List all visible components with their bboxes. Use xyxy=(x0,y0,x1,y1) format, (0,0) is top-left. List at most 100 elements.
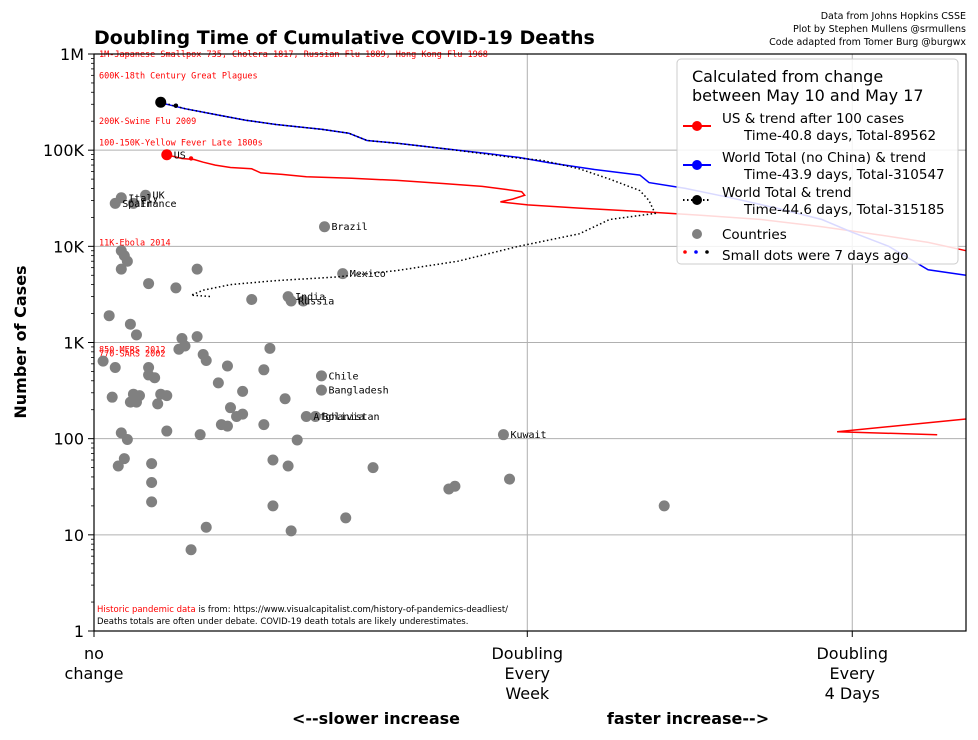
country-point xyxy=(282,460,294,472)
legend-title: between May 10 and May 17 xyxy=(692,86,924,105)
y-tick-label: 100K xyxy=(43,141,85,160)
x-tick-label: Week xyxy=(505,684,550,703)
legend-title: Calculated from change xyxy=(692,67,883,86)
country-point xyxy=(146,496,158,508)
country-point xyxy=(315,384,327,396)
legend-entry-text: World Total (no China) & trend xyxy=(722,150,926,166)
legend-small-dot xyxy=(694,250,698,254)
credit-line-2: Plot by Stephen Mullens @srmullens xyxy=(793,24,966,35)
country-point xyxy=(258,419,270,431)
legend-entry-text: US & trend after 100 cases xyxy=(722,111,904,127)
small-dot xyxy=(188,156,194,161)
country-label: Russia xyxy=(298,297,334,308)
country-label: Spain xyxy=(122,199,152,210)
country-point xyxy=(152,398,164,410)
country-point xyxy=(124,318,136,330)
y-tick-label: 1M xyxy=(60,45,84,64)
credit-line-1: Data from Johns Hopkins CSSE xyxy=(821,11,966,22)
x-annotation-slower: <--slower increase xyxy=(292,709,460,728)
country-point xyxy=(179,340,191,352)
y-tick-label: 10 xyxy=(64,526,84,545)
country-point xyxy=(279,393,291,405)
country-point xyxy=(200,354,212,366)
country-point xyxy=(149,372,161,384)
y-tick-label: 1 xyxy=(74,622,84,641)
footnote-highlight: Historic pandemic data xyxy=(97,605,198,615)
small-dot xyxy=(173,103,179,108)
country-point xyxy=(103,310,115,322)
footnote: Historic pandemic data is from: https://… xyxy=(97,605,508,627)
country-point xyxy=(109,361,121,373)
x-tick-label: 4 Days xyxy=(825,684,880,703)
legend-entry-text: Time-43.9 days, Total-310547 xyxy=(743,167,945,183)
country-point xyxy=(246,293,258,305)
country-point xyxy=(121,434,133,446)
country-point xyxy=(115,263,127,275)
country-point xyxy=(146,477,158,489)
footnote-source: is from: https://www.visualcapitalist.co… xyxy=(198,605,508,615)
country-point xyxy=(267,500,279,512)
country-label: Kuwait xyxy=(510,430,546,441)
country-point xyxy=(267,454,279,466)
footnote-line-2: Deaths totals are often under debate. CO… xyxy=(97,617,468,627)
country-point xyxy=(221,360,233,372)
country-point xyxy=(200,521,212,533)
legend-entry-text: Time-44.6 days, Total-315185 xyxy=(743,202,945,218)
country-point xyxy=(127,197,139,209)
country-point xyxy=(130,329,142,341)
country-point xyxy=(140,189,152,201)
legend-marker xyxy=(692,229,702,239)
historic-label: 200K-Swine Flu 2009 xyxy=(99,117,196,127)
country-point xyxy=(191,263,203,275)
country-point xyxy=(497,429,509,441)
x-tick-label: Doubling xyxy=(816,644,888,663)
historic-label: 850-MERS 2012 xyxy=(99,345,166,355)
country-point xyxy=(161,390,173,402)
country-point xyxy=(97,355,109,367)
legend-entry-text: Countries xyxy=(722,227,787,243)
x-tick-label: change xyxy=(65,664,124,683)
country-point xyxy=(658,500,670,512)
country-point xyxy=(106,391,118,403)
country-point xyxy=(212,377,224,389)
country-label: Bangladesh xyxy=(328,386,388,397)
x-tick-label: Doubling xyxy=(491,644,563,663)
country-point xyxy=(504,473,516,485)
country-point xyxy=(194,429,206,441)
legend-marker xyxy=(692,121,702,131)
country-point xyxy=(143,278,155,290)
country-point xyxy=(221,420,233,432)
x-tick-label: no xyxy=(84,644,104,663)
y-tick-label: 10K xyxy=(53,237,84,256)
country-point xyxy=(309,411,321,423)
country-point xyxy=(340,512,352,524)
country-label: Bolivia xyxy=(322,412,364,423)
credit-line-3: Code adapted from Tomer Burg @burgwx xyxy=(769,37,966,48)
series-marker xyxy=(155,96,167,108)
country-point xyxy=(237,385,249,397)
legend-small-dot xyxy=(705,250,709,254)
historic-label: 11K-Ebola 2014 xyxy=(99,238,171,248)
y-tick-label: 1K xyxy=(63,334,84,353)
country-point xyxy=(264,342,276,354)
legend-entry-text: Small dots were 7 days ago xyxy=(722,248,909,264)
series-marker-label: US xyxy=(174,150,186,161)
country-point xyxy=(191,331,203,343)
historic-label: 100-150K-Yellow Fever Late 1800s xyxy=(99,139,263,149)
historic-label: 600K-18th Century Great Plagues xyxy=(99,71,258,81)
country-point xyxy=(109,197,121,209)
country-point xyxy=(297,295,309,307)
country-point xyxy=(258,364,270,376)
country-point xyxy=(146,458,158,470)
country-point xyxy=(285,525,297,537)
country-point xyxy=(112,460,124,472)
legend-entry-text: World Total & trend xyxy=(722,185,852,201)
country-point xyxy=(130,396,142,408)
country-label: UK xyxy=(153,191,165,202)
country-label: India xyxy=(295,292,325,303)
chart-title: Doubling Time of Cumulative COVID-19 Dea… xyxy=(94,27,595,49)
country-point xyxy=(118,453,130,465)
